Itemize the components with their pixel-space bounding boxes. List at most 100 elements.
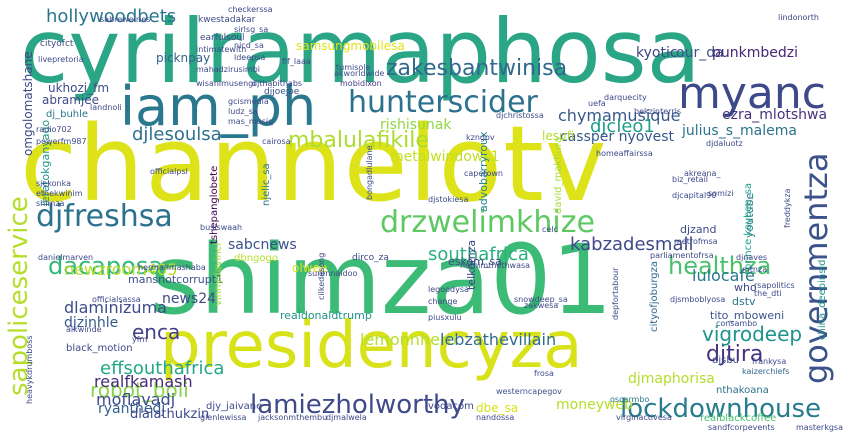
- word-djjoejoe: djjoejoe: [264, 87, 300, 97]
- word-lamiezholworthy: lamiezholworthy: [250, 390, 465, 420]
- word-ldeepsa: ldeepsa: [234, 53, 266, 62]
- word-news24: news24: [162, 291, 217, 307]
- word-frosa: frosa: [534, 369, 554, 378]
- word-bekzinterris: bekzinterris: [634, 107, 682, 116]
- word-oscarmbo: oscarmbo: [610, 395, 650, 404]
- word-consambo: consambo: [716, 319, 758, 328]
- word-gcismedia: gcismedia: [228, 97, 269, 106]
- word-somizi: somizi: [708, 189, 734, 198]
- word-moneyweb: moneyweb: [556, 397, 633, 413]
- word-kyotic: kyotic: [636, 45, 678, 61]
- word-uefa: uefa: [588, 99, 606, 108]
- word-snowdeep-sa: snowdeep_sa: [514, 295, 568, 304]
- word-dbe-sa: dbe_sa: [476, 401, 519, 415]
- word-cairosa: cairosa: [262, 137, 291, 146]
- word-enca: enca: [132, 320, 181, 344]
- word-healthza: healthza: [668, 252, 772, 280]
- word-akreana: akreana_: [684, 169, 721, 178]
- word-hollywoodbets: hollywoodbets: [46, 6, 177, 27]
- word-hermanmashaba: hermanmashaba: [138, 263, 206, 272]
- word-busiswaah: busiswaah: [200, 223, 243, 232]
- word-virginactivesa: virginactivesa: [616, 413, 672, 422]
- word-omgolomatshane: omgolomatshane: [21, 51, 35, 156]
- word-olwee: olwee: [292, 261, 328, 275]
- word-david-makhura: david_makhura: [553, 136, 564, 214]
- word-metrofmsa: metrofmsa: [674, 237, 718, 246]
- word-djzand: djzand: [680, 223, 717, 236]
- word-westerncapegov: westerncapegov: [496, 387, 562, 396]
- word-samsungmobilesa: samsungmobilesa: [296, 39, 405, 53]
- word-depfortabour: depfortabour: [611, 267, 620, 320]
- word-legoodysa: legoodysa: [428, 285, 469, 294]
- word-kzngov: kzngov: [466, 133, 495, 142]
- word-djmalwela: djmalwela: [326, 413, 367, 422]
- word-djstokiesa: djstokiesa: [428, 195, 469, 204]
- word-wisanimusengi: wisanimusengi: [196, 79, 256, 88]
- word-powerfm987: powerfm987: [36, 137, 87, 146]
- word-ethekwinim: ethekwinim: [36, 189, 83, 198]
- word-dlaminizuma: dlaminizuma: [64, 298, 167, 317]
- word-zakesbantwinisa: zakesbantwinisa: [386, 56, 568, 81]
- word-casspernyovest: cassper nyovest: [560, 129, 674, 145]
- word-djnaves: djnaves: [736, 253, 768, 262]
- word-lebzathevillain: lebzathevillain: [440, 330, 557, 349]
- word-freddykza: freddykza: [783, 188, 792, 228]
- word-djsbu: djsbu: [712, 355, 740, 366]
- word-kaizerchiefs: kaizerchiefs: [742, 367, 790, 376]
- word-lockdownhouse: lockdownhouse: [620, 394, 822, 424]
- word-djzinhle: djzinhle: [64, 315, 119, 331]
- word-drzwelimkhize: drzwelimkhize: [380, 205, 595, 240]
- word-heavykdrumboss: heavykdrumboss: [25, 335, 34, 404]
- word-radio702: radio702: [36, 125, 72, 134]
- word-abramjee: abramjee: [42, 93, 100, 107]
- word-piusxulu: piusxulu: [428, 313, 462, 322]
- word-mtnza: mtnza: [742, 265, 768, 274]
- word-ezra-mlotshwa: ezra_mlotshwa: [722, 107, 828, 123]
- word-djdaluotz: djdaluotz: [706, 139, 743, 148]
- word-darquecity: darquecity: [604, 93, 647, 102]
- word-mbalulafikile: mbalulafikile: [288, 128, 429, 153]
- word-realdonaldtrump: realdonaldtrump: [280, 309, 372, 322]
- word-ludz-sa: ludz_sa: [228, 107, 258, 116]
- word-black-motion: black_motion: [66, 343, 133, 354]
- word-picknpay: picknpay: [156, 51, 211, 65]
- word-shimza: shimza: [36, 199, 65, 208]
- word-djchristossa: djchristossa: [496, 111, 544, 120]
- word-nathimthethwasa: nathimthethwasa: [460, 261, 531, 270]
- word-earfulsoul: earfulsoul: [200, 33, 245, 43]
- word-realfkamash: realfkamash: [94, 372, 193, 391]
- word-ryanthedj: ryanthedj: [98, 401, 166, 417]
- word-tito-mboweni: tito_mboweni: [710, 309, 785, 322]
- word-masterkgsa: masterkgsa: [796, 423, 843, 432]
- word-tshepanglobete: tshepanglobete: [209, 165, 220, 244]
- word-rsapolitics: rsapolitics: [754, 281, 795, 290]
- word-chymamusique: chymamusique: [558, 106, 681, 125]
- word-officialpsl: officialpsl: [150, 167, 188, 176]
- word-dacaposa: dacaposa: [48, 252, 163, 280]
- word-the-dti: the_dti: [754, 289, 782, 298]
- word-realblackcoffee: realblackcoffee: [700, 413, 777, 424]
- word-lesufi: lesufi: [542, 129, 575, 143]
- word-parliamentofrsa: parliamentofrsa: [650, 251, 714, 260]
- word-sabrewelries: sabrewelries: [100, 15, 151, 24]
- word-intimatewith: intimatewith: [196, 45, 247, 54]
- word-kabzadesmall: kabzadesmall: [570, 234, 694, 255]
- word-frankysa: frankysa: [752, 357, 787, 366]
- word-djcapital90: djcapital90: [672, 191, 717, 200]
- word-rishisunak: rishisunak: [380, 117, 452, 133]
- word-who: who: [734, 281, 757, 294]
- word-sabcnews: sabcnews: [228, 237, 297, 253]
- word-yfm: yfm: [132, 335, 148, 344]
- word-njelic-sa: njelic_sa: [261, 163, 272, 206]
- word-myanc: myanc: [678, 68, 826, 119]
- word-dlalathukzin: dlalathukzin: [130, 407, 210, 422]
- word-vinnydavinci: vinnydavinci: [213, 242, 224, 306]
- word-jacksonmthembu: jacksonmthembu: [258, 413, 328, 422]
- word-djtira: djtira: [706, 342, 764, 367]
- word-ukhozi-fm: ukhozi_fm: [48, 81, 110, 95]
- word-mansnotcorrupt1: mansnotcorrupt1: [128, 273, 224, 286]
- word-capetown: capetown: [464, 169, 503, 178]
- word-eskom-sa: eskom_sa: [448, 255, 502, 268]
- word-vigrodeep: vigrodeep: [702, 322, 803, 346]
- word-vodacom: vodacom: [428, 401, 474, 412]
